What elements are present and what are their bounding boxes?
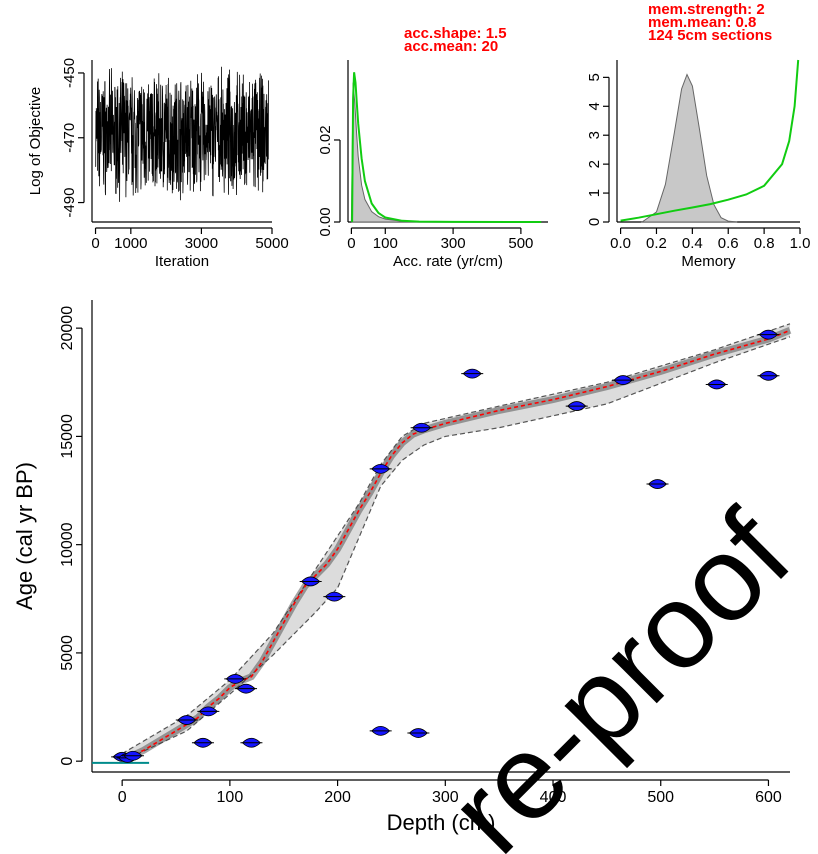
mem-x-tick-label: 0.6	[718, 235, 739, 252]
age-y-tick-label: 15000	[59, 414, 76, 459]
log-axes: 0 1000 3000 5000 -450 -470 -490 Iteration Log of…	[27, 58, 289, 270]
mem-annotation: 124 5cm sections	[648, 27, 772, 44]
log-x-tick-label: 0	[91, 235, 99, 252]
dated-sample-marker	[197, 706, 220, 717]
age-x-tick-label: 200	[324, 789, 351, 806]
log-y-tick-label: -470	[61, 123, 78, 153]
mem-annotation: mem.strength: 2	[648, 1, 765, 18]
dated-sample-marker	[175, 715, 198, 725]
dated-sample-marker	[369, 725, 392, 736]
dated-sample-marker	[461, 368, 484, 379]
dated-sample-marker	[299, 576, 322, 587]
age-x-axis-label: Depth (cm)	[387, 810, 496, 835]
acc-y-tick-label: 0.00	[317, 207, 334, 236]
age-x-tick-label: 400	[540, 789, 567, 806]
mem-x-tick-label: 0.4	[682, 235, 703, 252]
dated-sample-marker	[612, 375, 635, 386]
mem-x-tick-label: 0.0	[610, 235, 631, 252]
dated-sample-marker	[646, 479, 669, 489]
mem-y-tick-label: 2	[586, 160, 603, 168]
acc-y-tick-label: 0.02	[317, 125, 334, 154]
age-y-axis-label: Age (cal yr BP)	[12, 462, 37, 610]
log-x-axis-label: Iteration	[155, 253, 209, 270]
acc-x-tick-label: 500	[508, 235, 533, 252]
age-y-tick-label: 20000	[59, 306, 76, 351]
dated-sample-marker	[757, 370, 780, 381]
dated-sample-marker	[407, 728, 430, 738]
dated-sample-marker	[757, 329, 780, 340]
acc-axes: 0 100 300 500 0.00 0.02 Acc. rate (yr/cm)	[317, 60, 548, 270]
acc-annotation: acc.shape: 1.5	[404, 25, 507, 42]
age-y-tick-label: 0	[59, 757, 76, 766]
dated-sample-marker	[224, 674, 247, 684]
mem-prior-line	[620, 59, 800, 222]
dated-sample-marker	[235, 683, 258, 694]
mem-x-tick-label: 1.0	[790, 235, 811, 252]
mem-posterior-area	[640, 73, 738, 223]
dated-sample-marker	[369, 463, 392, 474]
dated-sample-marker	[410, 422, 433, 433]
mem-y-tick-label: 4	[586, 102, 603, 110]
acc-x-tick-label: 300	[441, 235, 466, 252]
mem-x-tick-label: 0.2	[646, 235, 667, 252]
log-x-tick-label: 3000	[185, 235, 218, 252]
age-model-mean	[121, 329, 791, 761]
acc-x-tick-label: 0	[347, 235, 355, 252]
log-y-tick-label: -450	[61, 58, 78, 88]
log-x-tick-label: 1000	[114, 235, 147, 252]
age-x-tick-label: 100	[217, 789, 244, 806]
acc-prior-line	[351, 72, 542, 223]
dated-sample-marker	[121, 750, 144, 761]
age-x-tick-label: 300	[432, 789, 459, 806]
log-y-tick-label: -490	[61, 188, 78, 218]
age-x-tick-label: 0	[118, 789, 127, 806]
dated-sample-marker	[323, 591, 346, 602]
mem-annotation: mem.mean: 0.8	[648, 14, 756, 31]
mem-x-tick-label: 0.8	[754, 235, 775, 252]
acc-posterior-area	[350, 82, 454, 223]
age-x-tick-label: 600	[755, 789, 782, 806]
log-x-tick-label: 5000	[255, 235, 288, 252]
dated-sample-marker	[705, 379, 728, 390]
mem-x-axis-label: Memory	[681, 253, 736, 270]
age-envelope-lower	[121, 336, 791, 762]
log-y-axis-label: Log of Objective	[27, 87, 44, 195]
age-y-tick-label: 10000	[59, 522, 76, 567]
mem-y-tick-label: 3	[586, 131, 603, 139]
log-objective-trace	[95, 66, 269, 202]
mem-y-tick-label: 0	[586, 218, 603, 226]
dated-sample-marker	[191, 737, 214, 748]
acc-x-axis-label: Acc. rate (yr/cm)	[393, 253, 503, 270]
acc-annotation: acc.mean: 20	[404, 38, 498, 55]
mem-y-tick-label: 1	[586, 189, 603, 197]
dated-sample-marker	[565, 401, 588, 411]
dated-sample-marker	[240, 737, 263, 748]
age-x-tick-label: 500	[647, 789, 674, 806]
age-y-tick-label: 5000	[59, 635, 76, 671]
age-axes: 0 100 200 300 400 500 600 0 5000 10000 15000 20000 D…	[12, 300, 790, 835]
mem-y-tick-label: 5	[586, 73, 603, 81]
acc-x-tick-label: 100	[373, 235, 398, 252]
